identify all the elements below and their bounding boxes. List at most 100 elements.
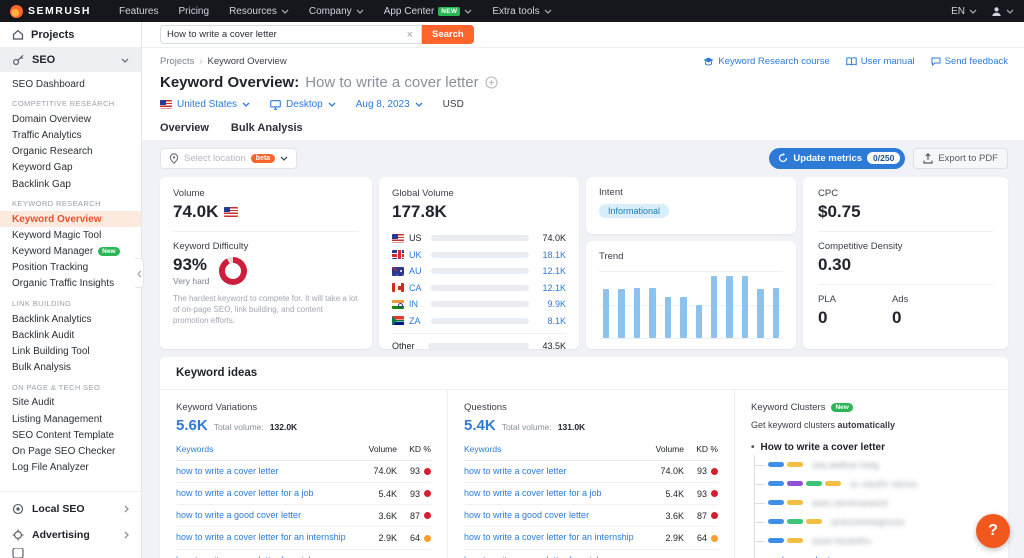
sidebar-item-position-tracking[interactable]: Position Tracking bbox=[12, 262, 89, 274]
sidebar-item-organic-research[interactable]: Organic Research bbox=[12, 146, 93, 158]
competitive-density-title: Competitive Density bbox=[818, 241, 903, 252]
keyword-link[interactable]: how to write a cover letter bbox=[464, 465, 567, 476]
blurred-cluster-label: sc clauthr xamxu bbox=[850, 478, 918, 489]
table-row: how to write a good cover letter 3.6K 87 bbox=[176, 505, 431, 528]
global-volume-row-in: IN 9.9K bbox=[392, 296, 566, 313]
clusters-subtitle: Get keyword clusters automatically bbox=[751, 420, 896, 430]
sidebar-item-on-page-seo-checker[interactable]: On Page SEO Checker bbox=[12, 445, 116, 457]
keyword-link[interactable]: how to write a cover letter for a job ap… bbox=[176, 555, 361, 558]
chevron-down-icon bbox=[356, 9, 364, 14]
cluster-item: ased cloubdrtu bbox=[755, 531, 992, 550]
home-icon bbox=[12, 29, 24, 40]
keyword-link[interactable]: how to write a cover letter for a job ap… bbox=[464, 555, 648, 558]
sidebar-item-backlink-analytics[interactable]: Backlink Analytics bbox=[12, 313, 92, 325]
volume-bar bbox=[431, 301, 529, 308]
sidebar-item-traffic-analytics[interactable]: Traffic Analytics bbox=[12, 129, 82, 141]
keyword-link[interactable]: how to write a cover letter bbox=[176, 465, 279, 476]
sidebar-item-seo-dashboard[interactable]: SEO Dashboard bbox=[12, 78, 85, 90]
nav-features[interactable]: Features bbox=[119, 5, 159, 17]
export-to-pdf-button[interactable]: Export to PDF bbox=[913, 147, 1008, 169]
sidebar-item-keyword-manager[interactable]: Keyword Manager New bbox=[0, 244, 141, 260]
sidebar-item-seo-content-template[interactable]: SEO Content Template bbox=[12, 429, 115, 441]
cluster-pill bbox=[787, 519, 803, 524]
sidebar-item-bulk-analysis[interactable]: Bulk Analysis bbox=[12, 362, 71, 374]
sidebar-item-listing-management[interactable]: Listing Management bbox=[12, 413, 103, 425]
sidebar-menu: SEO Dashboard COMPETITIVE RESEARCH Domai… bbox=[0, 72, 141, 491]
global-volume-title: Global Volume bbox=[392, 188, 454, 199]
keyword-link[interactable]: how to write a cover letter for an inter… bbox=[176, 532, 346, 543]
clear-search-icon[interactable]: × bbox=[406, 28, 413, 41]
cpc-title: CPC bbox=[818, 188, 839, 199]
trend-title: Trend bbox=[599, 251, 624, 262]
sidebar-section-onpage-tech-seo: ON PAGE & TECH SEO bbox=[12, 382, 101, 392]
sidebar-item-projects[interactable]: Projects bbox=[0, 22, 141, 48]
sidebar-item-keyword-gap[interactable]: Keyword Gap bbox=[12, 162, 73, 174]
ads-title: Ads bbox=[891, 294, 909, 305]
sidebar-item-advertising[interactable]: Advertising bbox=[0, 522, 141, 548]
us-flag-icon bbox=[224, 207, 239, 217]
sidebar-item-label: Projects bbox=[31, 28, 75, 41]
keyword-link[interactable]: how to write a cover letter for an inter… bbox=[464, 532, 634, 543]
table-row: how to write a cover letter 74.0K 93 bbox=[464, 461, 718, 483]
date-filter[interactable]: Aug 8, 2023 bbox=[356, 99, 423, 110]
app-icon bbox=[12, 548, 24, 558]
chevron-down-icon bbox=[121, 58, 129, 63]
sidebar-item-link-building-tool[interactable]: Link Building Tool bbox=[12, 346, 90, 358]
cluster-pill bbox=[768, 538, 784, 543]
intent-badge[interactable]: Informational bbox=[599, 204, 670, 218]
sidebar-item-partial[interactable] bbox=[0, 548, 141, 558]
sidebar-item-domain-overview[interactable]: Domain Overview bbox=[12, 113, 91, 125]
help-button[interactable]: ? bbox=[976, 514, 1010, 548]
update-quota-badge: 0/250 bbox=[867, 152, 901, 164]
cluster-pill bbox=[825, 481, 841, 486]
keyword-research-course-link[interactable]: Keyword Research course bbox=[703, 56, 830, 67]
sidebar-item-keyword-magic-tool[interactable]: Keyword Magic Tool bbox=[12, 229, 102, 241]
sidebar-item-backlink-audit[interactable]: Backlink Audit bbox=[12, 329, 75, 341]
sidebar-item-log-file-analyzer[interactable]: Log File Analyzer bbox=[12, 462, 89, 474]
more-clusters-link[interactable]: and more clusters bbox=[768, 555, 844, 558]
tab-bulk-analysis[interactable]: Bulk Analysis bbox=[230, 122, 303, 134]
trend-bar bbox=[726, 276, 733, 338]
update-metrics-button[interactable]: Update metrics 0/250 bbox=[769, 147, 906, 169]
keyword-link[interactable]: how to write a cover letter for a job bbox=[176, 487, 314, 498]
sidebar-item-seo[interactable]: SEO bbox=[0, 48, 141, 72]
questions-count[interactable]: 5.4K bbox=[464, 417, 496, 434]
nav-resources[interactable]: Resources bbox=[229, 6, 289, 17]
sidebar-section-keyword-research: KEYWORD RESEARCH bbox=[12, 199, 101, 209]
sidebar-item-organic-traffic-insights[interactable]: Organic Traffic Insights bbox=[12, 278, 115, 290]
nav-app-center[interactable]: App Center NEW bbox=[384, 6, 473, 17]
sidebar-item-keyword-overview[interactable]: Keyword Overview bbox=[0, 211, 141, 228]
questions-table: Keywords Volume KD % how to write a cove… bbox=[464, 444, 718, 558]
keyword-link[interactable]: how to write a good cover letter bbox=[176, 510, 302, 521]
sidebar-item-site-audit[interactable]: Site Audit bbox=[12, 397, 55, 409]
cluster-list: seq awlkue ixteg sc clauthr xamxu aseu s… bbox=[754, 455, 992, 558]
search-button[interactable]: Search bbox=[422, 25, 474, 44]
device-filter[interactable]: Desktop bbox=[270, 99, 336, 110]
send-feedback-link[interactable]: Send feedback bbox=[931, 56, 1008, 67]
trend-card: Trend bbox=[586, 241, 796, 349]
language-selector[interactable]: EN bbox=[951, 6, 977, 17]
search-box[interactable]: × bbox=[160, 25, 422, 44]
keyword-link[interactable]: how to write a cover letter for a job bbox=[464, 487, 602, 498]
semrush-logo[interactable]: SEMRUSH bbox=[10, 4, 91, 18]
add-keyword-icon[interactable] bbox=[485, 76, 498, 89]
nav-company[interactable]: Company bbox=[309, 6, 364, 17]
user-manual-link[interactable]: User manual bbox=[846, 56, 915, 67]
nav-extra-tools[interactable]: Extra tools bbox=[492, 6, 552, 17]
keyword-link[interactable]: how to write a good cover letter bbox=[464, 510, 590, 521]
sidebar-collapse-handle[interactable] bbox=[135, 258, 144, 288]
variations-count[interactable]: 5.6K bbox=[176, 417, 208, 434]
nav-pricing[interactable]: Pricing bbox=[178, 5, 210, 17]
account-menu[interactable] bbox=[991, 6, 1014, 17]
search-input[interactable] bbox=[167, 29, 405, 40]
country-filter[interactable]: United States bbox=[160, 99, 250, 110]
global-volume-total: 177.8K bbox=[392, 202, 447, 221]
select-location-dropdown[interactable]: Select location beta bbox=[160, 147, 298, 169]
sidebar-item-local-seo[interactable]: Local SEO bbox=[0, 496, 141, 522]
ca-flag-icon bbox=[392, 283, 404, 293]
breadcrumb-projects[interactable]: Projects bbox=[160, 56, 195, 67]
chevron-down-icon bbox=[242, 102, 250, 107]
sidebar-item-backlink-gap[interactable]: Backlink Gap bbox=[12, 178, 71, 190]
book-icon bbox=[846, 57, 857, 66]
chevron-down-icon bbox=[464, 9, 472, 14]
